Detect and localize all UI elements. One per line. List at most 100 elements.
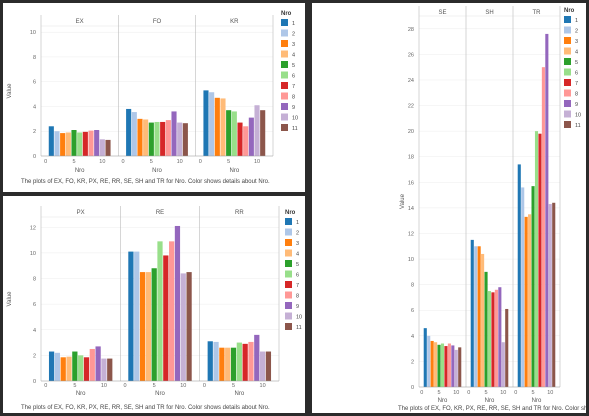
x-axis-title: Nro <box>155 391 165 397</box>
legend-title: Nro <box>285 210 296 216</box>
bar-ex-2 <box>54 131 60 156</box>
x-tick-label: 10 <box>180 383 186 389</box>
legend-item-label: 6 <box>292 74 295 80</box>
x-tick-label: 10 <box>99 159 105 165</box>
legend-swatch <box>285 239 292 246</box>
bar-re-10 <box>180 273 186 381</box>
bar-sh-4 <box>481 253 485 387</box>
y-tick-label: 8 <box>411 283 414 289</box>
bar-px-7 <box>83 357 90 381</box>
bar-px-10 <box>101 358 107 381</box>
bar-fo-5 <box>148 122 154 156</box>
y-tick-label: 6 <box>33 302 36 308</box>
x-tick-label: 0 <box>514 390 517 396</box>
legend-swatch <box>285 281 292 288</box>
bar-re-5 <box>151 268 157 381</box>
legend-swatch <box>285 291 292 299</box>
bar-ex-11 <box>105 139 111 156</box>
legend-swatch <box>285 218 292 225</box>
bar-ex-1 <box>48 126 54 156</box>
y-tick-label: 24 <box>408 78 414 84</box>
bar-kr-7 <box>237 122 243 156</box>
bar-kr-8 <box>243 126 249 156</box>
x-tick-label: 5 <box>73 383 76 389</box>
x-axis-title: Nro <box>229 168 239 174</box>
legend-swatch <box>564 121 571 128</box>
legend-item-label: 7 <box>296 283 299 289</box>
y-tick-label: 0 <box>33 379 36 385</box>
legend-swatch <box>564 79 571 86</box>
x-axis-title: Nro <box>76 391 86 397</box>
facet-kr: KR 0 5 10 Nro <box>195 15 274 174</box>
bar-rr-9 <box>254 334 260 381</box>
bar-rr-8 <box>248 341 254 381</box>
legend-swatch <box>281 124 288 131</box>
bar-fo-10 <box>177 122 183 156</box>
bar-rr-5 <box>230 347 237 381</box>
x-tick-label: 0 <box>203 383 206 389</box>
legend-item-label: 7 <box>292 84 295 90</box>
bar-re-9 <box>174 225 181 381</box>
legend-item-label: 3 <box>575 39 578 45</box>
facet-tr: TR 0 5 10 Nro <box>512 6 561 404</box>
facet-se: SE 0 5 10 Nro <box>418 6 466 404</box>
x-tick-label: 5 <box>150 159 153 165</box>
bar-re-3 <box>139 272 146 381</box>
legend-swatch <box>564 110 571 118</box>
x-tick-label: 5 <box>153 383 156 389</box>
legend-item-label: 2 <box>292 32 295 38</box>
x-tick-label: 0 <box>124 383 127 389</box>
legend-swatch <box>281 113 288 121</box>
y-tick-label: 14 <box>408 206 414 212</box>
bar-sh-8 <box>494 289 498 387</box>
bar-se-5 <box>437 344 441 387</box>
legend-item-label: 7 <box>575 81 578 87</box>
x-tick-label: 10 <box>101 383 107 389</box>
bar-tr-6 <box>534 131 539 387</box>
x-tick-label: 5 <box>532 390 535 396</box>
bar-tr-7 <box>538 133 542 387</box>
x-tick-label: 0 <box>467 390 470 396</box>
legend-swatch <box>564 16 571 23</box>
chart-panel-bottom-left: Value 0 2 4 6 8 10 12 PX 0 5 10 Nro RE 0 5 10 Nro RR 0 5 10 Nr… <box>3 196 305 413</box>
bar-re-6 <box>157 241 163 381</box>
facet-label: EX <box>76 19 84 25</box>
y-tick-label: 6 <box>33 80 36 86</box>
y-tick-label: 12 <box>30 225 36 231</box>
bar-rr-11 <box>265 351 272 381</box>
y-axis-title: Value <box>7 83 13 99</box>
legend-swatch <box>285 249 292 257</box>
facet-rr: RR 0 5 10 Nro <box>199 206 280 397</box>
x-tick-label: 5 <box>485 390 488 396</box>
bar-se-8 <box>447 343 451 387</box>
legend-swatch <box>285 312 292 320</box>
legend-item-label: 5 <box>296 262 299 268</box>
legend-item-label: 3 <box>296 241 299 247</box>
legend-item-label: 6 <box>296 273 299 279</box>
chart-caption: The plots of EX, FO, KR, PX, RE, RR, SE,… <box>21 179 270 185</box>
bar-rr-10 <box>259 351 266 381</box>
x-tick-label: 0 <box>420 390 423 396</box>
bar-tr-5 <box>531 186 535 387</box>
legend-swatch <box>281 82 288 89</box>
legend-item-label: 10 <box>575 113 581 119</box>
facet-sh: SH 0 5 10 Nro <box>465 6 513 404</box>
x-tick-label: 5 <box>232 383 235 389</box>
y-tick-label: 10 <box>30 251 36 257</box>
y-tick-label: 10 <box>30 30 36 36</box>
facet-label: TR <box>533 10 542 16</box>
bar-rr-1 <box>207 341 213 381</box>
facet-label: RR <box>235 210 244 216</box>
bar-tr-10 <box>548 204 552 387</box>
y-tick-label: 8 <box>33 277 36 283</box>
bar-tr-1 <box>517 164 521 387</box>
legend-item-label: 8 <box>575 92 578 98</box>
y-tick-label: 20 <box>408 129 414 135</box>
y-tick-label: 4 <box>411 334 414 340</box>
legend-item-label: 4 <box>296 252 299 258</box>
bar-fo-6 <box>154 121 160 156</box>
legend-item-label: 10 <box>292 116 298 122</box>
facet-re: RE 0 5 10 Nro <box>120 206 200 397</box>
y-tick-label: 12 <box>408 231 414 237</box>
